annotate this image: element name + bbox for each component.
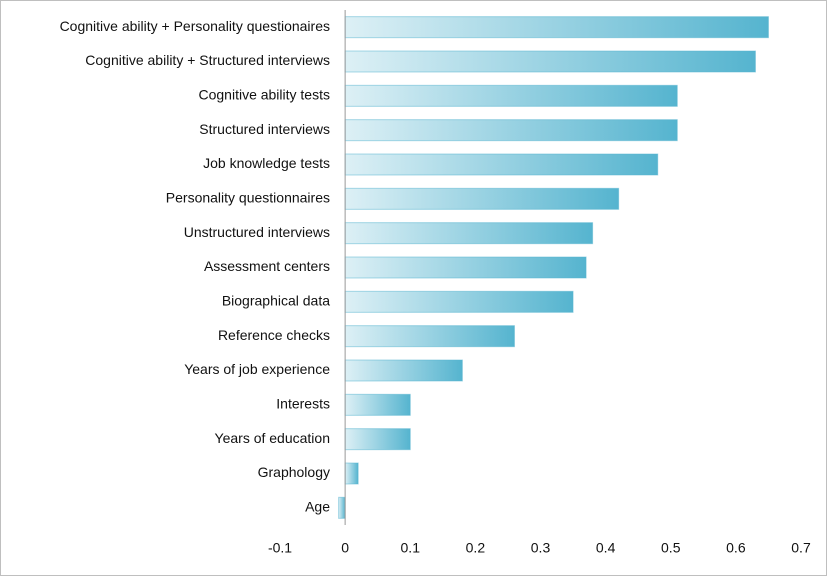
bar [344, 359, 463, 382]
x-tick-label: 0.6 [726, 540, 746, 556]
x-tick-label: 0.4 [596, 540, 616, 556]
y-tick-label: Interests [276, 396, 330, 412]
x-tick-label: 0 [341, 540, 349, 556]
x-tick-label: 0.5 [661, 540, 681, 556]
y-tick-label: Years of education [215, 430, 330, 446]
x-tick-label: 0.1 [401, 540, 421, 556]
y-tick-label: Structured interviews [199, 121, 330, 137]
y-tick-label: Cognitive ability + Structured interview… [85, 52, 330, 68]
y-tick-label: Biographical data [222, 293, 330, 309]
y-tick-label: Reference checks [218, 327, 330, 343]
bar [344, 462, 359, 485]
bar [344, 222, 594, 245]
bar [344, 256, 587, 279]
bar [344, 16, 769, 39]
x-tick-label: 0.3 [531, 540, 551, 556]
y-tick-label: Personality questionnaires [166, 190, 330, 206]
bar [338, 496, 346, 519]
x-tick-label: 0.7 [791, 540, 811, 556]
bar [344, 84, 678, 107]
y-tick-label: Job knowledge tests [203, 155, 330, 171]
bar [344, 50, 756, 73]
bar [344, 325, 515, 348]
bar [344, 290, 574, 313]
y-tick-label: Cognitive ability + Personality question… [60, 18, 330, 34]
bar [344, 393, 411, 416]
y-tick-label: Unstructured interviews [184, 224, 330, 240]
x-tick-label: 0.2 [466, 540, 486, 556]
bar [344, 119, 678, 142]
y-tick-label: Assessment centers [204, 258, 330, 274]
x-tick-label: -0.1 [268, 540, 292, 556]
y-tick-label: Years of job experience [184, 361, 330, 377]
y-tick-label: Graphology [258, 464, 330, 480]
y-tick-label: Age [305, 499, 330, 515]
bar [344, 428, 411, 451]
bar [344, 187, 620, 210]
bar [344, 153, 659, 176]
y-tick-label: Cognitive ability tests [198, 87, 330, 103]
